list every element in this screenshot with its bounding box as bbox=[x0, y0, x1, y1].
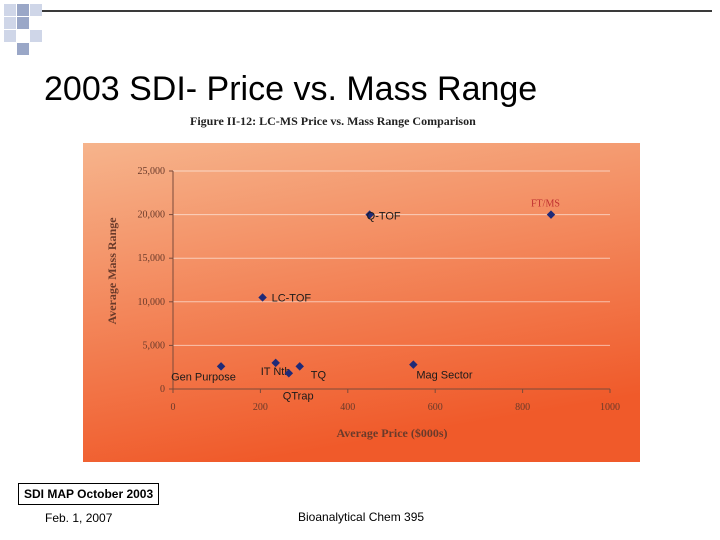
x-axis-label: Average Price ($000s) bbox=[336, 426, 447, 440]
point-lc-tof bbox=[258, 293, 267, 302]
x-tick-label: 400 bbox=[340, 402, 355, 413]
chart-svg: 0 5,000 10,000 15,000 20,000 25,000 0 200 400 600… bbox=[83, 143, 640, 462]
point-label-tq: TQ bbox=[311, 369, 327, 381]
y-tick-label: 10,000 bbox=[138, 297, 166, 308]
chart-background bbox=[83, 143, 640, 462]
data-points: Gen Purpose IT Nth QTrap TQ LC-TOF Q-TOF Mag S… bbox=[171, 199, 560, 403]
point-gen-purpose bbox=[216, 362, 226, 371]
y-tick-label: 25,000 bbox=[138, 166, 166, 177]
deco-square-6 bbox=[4, 30, 16, 42]
footer-course: Bioanalytical Chem 395 bbox=[298, 510, 425, 524]
y-tick-label: 5,000 bbox=[143, 340, 166, 351]
sdi-map-tag: SDI MAP October 2003 bbox=[18, 483, 160, 505]
chart-panel: 0 5,000 10,000 15,000 20,000 25,000 0 200 400 600… bbox=[83, 143, 640, 462]
point-label-ft-ms: FT/MS bbox=[531, 199, 560, 210]
y-tick-label: 15,000 bbox=[138, 253, 166, 264]
slide-title: 2003 SDI- Price vs. Mass Range bbox=[44, 70, 538, 108]
point-label-qtrap: QTrap bbox=[283, 390, 314, 402]
axes bbox=[169, 170, 611, 393]
point-qtrap bbox=[284, 369, 294, 378]
point-label-q-tof: Q-TOF bbox=[367, 211, 401, 223]
title-rule bbox=[42, 10, 712, 12]
point-label-lc-tof: LC-TOF bbox=[272, 292, 312, 304]
x-tick-label: 1000 bbox=[600, 402, 620, 413]
point-it-nth bbox=[271, 358, 280, 368]
y-tick-label: 0 bbox=[160, 384, 165, 395]
x-tick-label: 800 bbox=[515, 402, 530, 413]
tick-labels: 0 5,000 10,000 15,000 20,000 25,000 0 200 400 600… bbox=[138, 166, 621, 413]
deco-square-2 bbox=[17, 4, 29, 16]
deco-square-5 bbox=[17, 17, 29, 29]
chart-title: Figure II-12: LC-MS Price vs. Mass Range… bbox=[190, 114, 476, 128]
y-tick-label: 20,000 bbox=[138, 210, 166, 221]
deco-square-8 bbox=[17, 43, 29, 55]
x-tick-label: 0 bbox=[171, 402, 176, 413]
deco-square-7 bbox=[30, 30, 42, 42]
y-axis-label: Average Mass Range bbox=[105, 217, 119, 325]
point-tq bbox=[295, 362, 304, 371]
point-mag-sector bbox=[409, 360, 418, 369]
point-q-tof bbox=[365, 210, 374, 219]
point-label-mag-sector: Mag Sector bbox=[416, 370, 473, 382]
x-tick-label: 600 bbox=[428, 402, 443, 413]
point-label-it-nth: IT Nth bbox=[261, 366, 291, 378]
deco-square-4 bbox=[4, 17, 16, 29]
deco-square-3 bbox=[30, 4, 42, 16]
x-tick-label: 200 bbox=[253, 402, 268, 413]
footer-date: Feb. 1, 2007 bbox=[45, 511, 113, 525]
deco-square-1 bbox=[4, 4, 16, 16]
point-label-gen-purpose: Gen Purpose bbox=[171, 371, 236, 383]
grid-lines bbox=[173, 170, 610, 346]
